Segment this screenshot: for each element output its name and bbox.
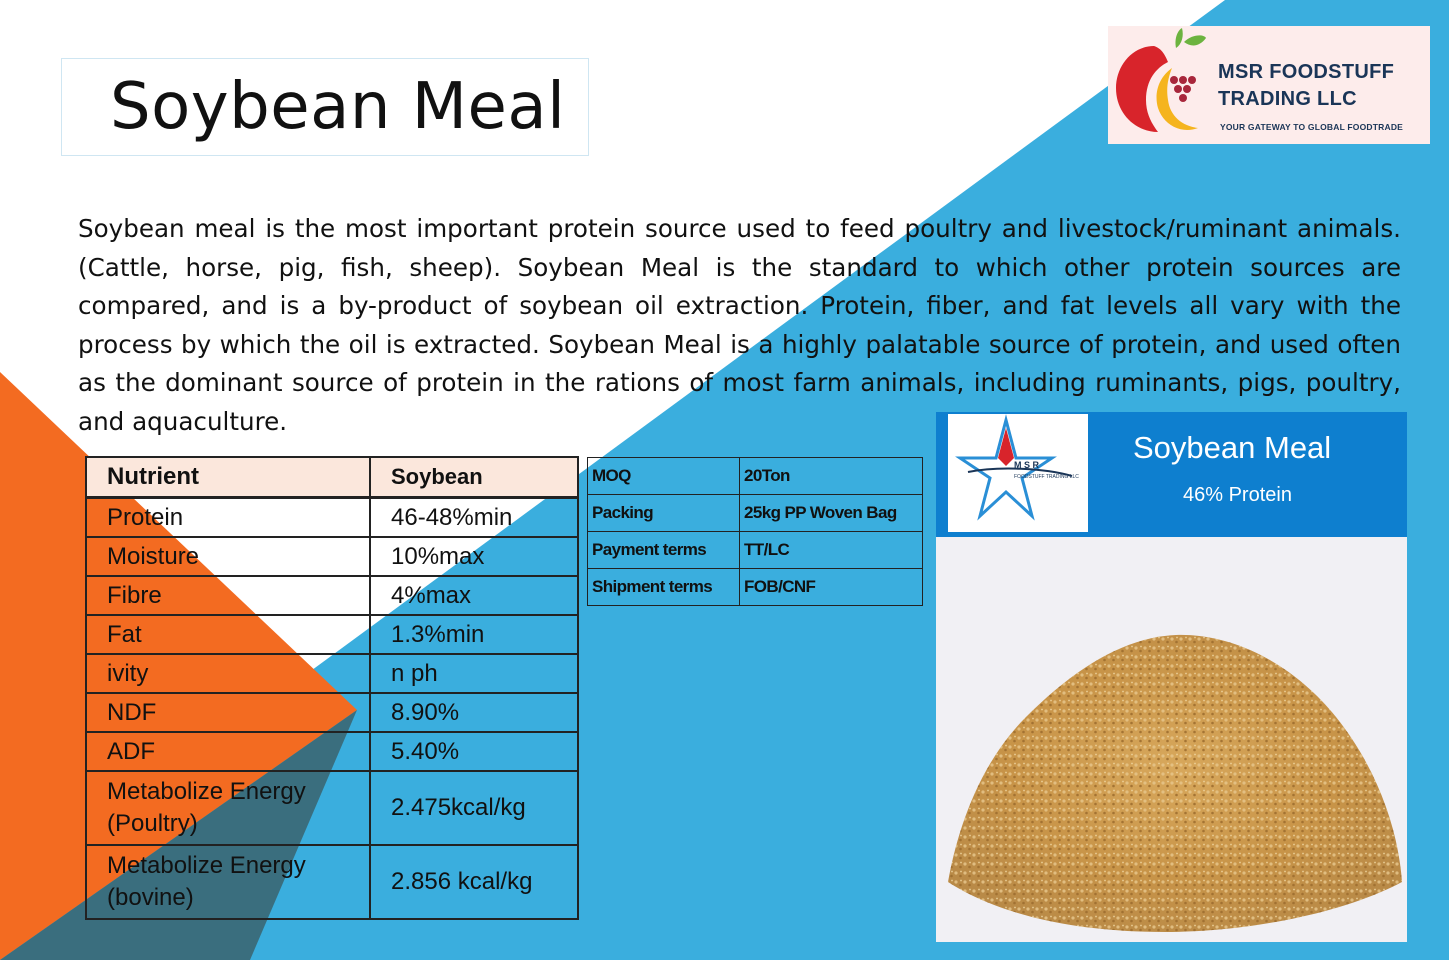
value-cell: 10%max (369, 536, 579, 577)
product-subtitle: 46% Protein (1183, 484, 1292, 506)
value-cell: 8.90% (369, 692, 579, 733)
table-row: Metabolize Energy (bovine) 2.856 kcal/kg (85, 844, 579, 920)
nutrient-line1: Metabolize Energy (107, 852, 306, 879)
badge-company-text: FOODSTUFF TRADING LLC (1014, 474, 1079, 480)
table-row: MOQ 20Ton (587, 457, 923, 495)
soybean-meal-pile-image (948, 634, 1402, 932)
term-value: 25kg PP Woven Bag (739, 494, 923, 532)
table-row: Moisture 10%max (85, 536, 579, 577)
table-row: Protein 46-48%min (85, 496, 579, 538)
value-cell: 46-48%min (369, 496, 579, 538)
nutrient-cell: Metabolize Energy (Poultry) (85, 770, 371, 846)
value-cell: 5.40% (369, 731, 579, 772)
page-title: Soybean Meal (110, 70, 566, 144)
header-nutrient: Nutrient (85, 456, 371, 499)
table-row: Metabolize Energy (Poultry) 2.475kcal/kg (85, 770, 579, 846)
company-logo: MSR FOODSTUFF TRADING LLC YOUR GATEWAY T… (1108, 26, 1430, 144)
term-value: FOB/CNF (739, 568, 923, 606)
value-cell: 2.856 kcal/kg (369, 844, 579, 920)
product-photo (936, 537, 1407, 942)
term-value: TT/LC (739, 531, 923, 569)
logo-name-line1: MSR FOODSTUFF (1218, 61, 1395, 83)
value-cell: 1.3%min (369, 614, 579, 655)
nutrient-line2: (bovine) (107, 884, 194, 911)
table-row: ADF 5.40% (85, 731, 579, 772)
table-row: Fat 1.3%min (85, 614, 579, 655)
fruit-logo-icon (1116, 28, 1206, 132)
term-label: Packing (587, 494, 740, 532)
badge-msr-text: M S R (1014, 460, 1040, 470)
nutrient-table: Nutrient Soybean Protein 46-48%min Moist… (85, 456, 579, 920)
nutrient-cell: NDF (85, 692, 371, 733)
terms-table: MOQ 20Ton Packing 25kg PP Woven Bag Paym… (587, 457, 923, 606)
nutrient-table-header: Nutrient Soybean (85, 456, 579, 499)
value-cell: 4%max (369, 575, 579, 616)
term-label: Shipment terms (587, 568, 740, 606)
description: Soybean meal is the most important prote… (78, 214, 1401, 436)
nutrient-cell: ivity (85, 653, 371, 694)
table-row: NDF 8.90% (85, 692, 579, 733)
nutrient-cell: Fibre (85, 575, 371, 616)
nutrient-cell: Metabolize Energy (bovine) (85, 844, 371, 920)
header-soybean: Soybean (369, 456, 579, 499)
nutrient-cell: Moisture (85, 536, 371, 577)
nutrient-cell: Fat (85, 614, 371, 655)
term-label: Payment terms (587, 531, 740, 569)
value-cell: 2.475kcal/kg (369, 770, 579, 846)
table-row: Packing 25kg PP Woven Bag (587, 494, 923, 532)
product-banner: M S R FOODSTUFF TRADING LLC Soybean Meal… (936, 412, 1407, 537)
table-row: ivity n ph (85, 653, 579, 694)
nutrient-line2: (Poultry) (107, 810, 198, 837)
value-cell: n ph (369, 653, 579, 694)
nutrient-cell: ADF (85, 731, 371, 772)
table-row: Shipment terms FOB/CNF (587, 568, 923, 606)
logo-tagline: YOUR GATEWAY TO GLOBAL FOODTRADE (1220, 122, 1404, 132)
nutrient-line1: Metabolize Energy (107, 778, 306, 805)
term-label: MOQ (587, 457, 740, 495)
term-value: 20Ton (739, 457, 923, 495)
star-logo-icon: M S R FOODSTUFF TRADING LLC (948, 414, 1088, 532)
table-row: Payment terms TT/LC (587, 531, 923, 569)
product-image: M S R FOODSTUFF TRADING LLC Soybean Meal… (936, 412, 1407, 942)
title-box: Soybean Meal (61, 58, 589, 156)
table-row: Fibre 4%max (85, 575, 579, 616)
nutrient-cell: Protein (85, 496, 371, 538)
product-title: Soybean Meal (1133, 430, 1332, 465)
logo-name-line2: TRADING LLC (1218, 88, 1357, 110)
